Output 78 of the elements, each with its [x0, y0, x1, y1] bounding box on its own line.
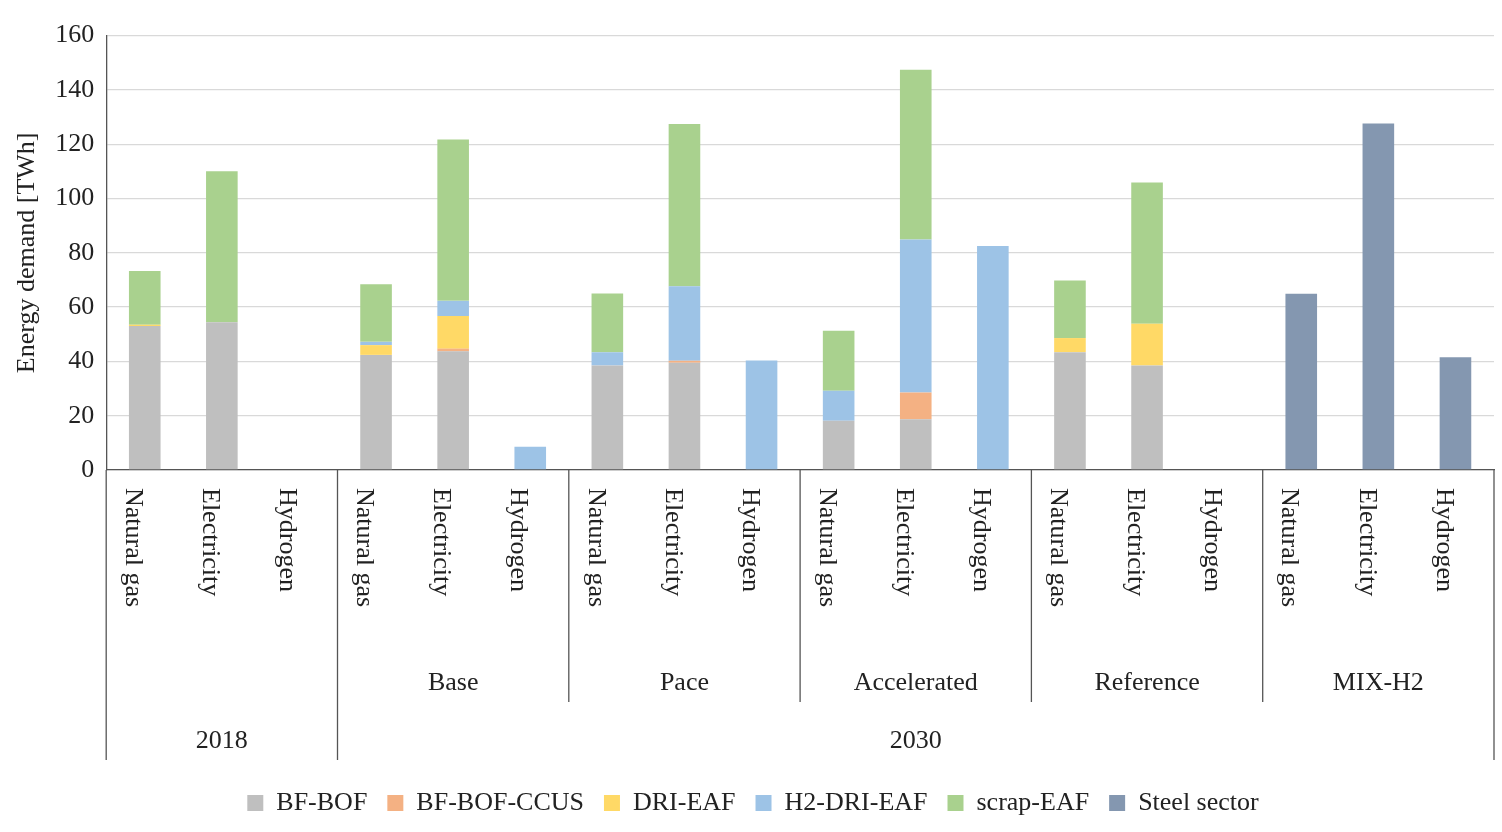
- text: Reference: [1094, 666, 1200, 696]
- bar: [1131, 323, 1163, 366]
- bar: [1439, 357, 1472, 470]
- bar: [591, 365, 624, 470]
- x-tick-label: Electricity: [1122, 488, 1152, 597]
- bar: [668, 362, 701, 470]
- bar: [128, 270, 161, 325]
- x-tick-label: Natural gas: [813, 488, 843, 608]
- legend-label: BF-BOF-CCUS: [416, 786, 584, 816]
- x-tick-label: Electricity: [890, 488, 920, 597]
- text: 2018: [195, 724, 248, 754]
- x-tick-label: Hydrogen: [736, 488, 766, 592]
- x-tick-label: Natural gas: [1276, 488, 1306, 608]
- y-tick-label: 0: [81, 453, 95, 483]
- bar: [591, 293, 624, 353]
- x-tick-label: Natural gas: [351, 488, 381, 608]
- text: Base: [427, 666, 479, 696]
- bar: [128, 326, 161, 470]
- bar: [899, 239, 932, 393]
- bar: [1131, 182, 1163, 324]
- bar: [745, 360, 778, 470]
- bar: [1285, 293, 1318, 470]
- x-tick-label: Hydrogen: [1199, 488, 1229, 592]
- bar: [206, 171, 238, 323]
- y-tick-label: 100: [55, 182, 95, 212]
- y-tick-label: 40: [68, 345, 95, 375]
- bar: [822, 420, 855, 470]
- bar: [822, 390, 855, 421]
- x-tick-label: Electricity: [197, 488, 227, 597]
- bar: [668, 124, 701, 287]
- bar: [1054, 352, 1086, 470]
- text: Accelerated: [853, 666, 978, 696]
- text: Pace: [659, 666, 709, 696]
- x-tick-label: Hydrogen: [1430, 488, 1460, 592]
- y-tick-label: 60: [68, 290, 95, 320]
- bar: [437, 316, 469, 349]
- bar: [360, 341, 392, 346]
- y-axis-title: Energy demand [TWh]: [11, 132, 41, 374]
- x-tick-label: Natural gas: [582, 488, 612, 608]
- bar: [591, 352, 624, 366]
- x-tick-label: Hydrogen: [274, 488, 304, 592]
- bar: [822, 330, 855, 391]
- text: 2030: [889, 724, 942, 754]
- x-tick-label: Hydrogen: [968, 488, 998, 592]
- bar: [437, 351, 469, 470]
- x-tick-label: Hydrogen: [505, 488, 535, 592]
- x-tick-label: Electricity: [428, 488, 458, 597]
- bar: [437, 300, 469, 317]
- legend-label: H2-DRI-EAF: [784, 786, 928, 816]
- bar: [899, 69, 932, 240]
- bar: [668, 286, 701, 361]
- bar: [899, 392, 932, 420]
- bar: [360, 345, 392, 355]
- x-tick-label: Electricity: [1353, 488, 1383, 597]
- legend-label: Steel sector: [1138, 786, 1260, 816]
- bar: [514, 446, 547, 470]
- bar: [437, 139, 469, 301]
- bar: [977, 246, 1009, 470]
- y-tick-label: 160: [55, 19, 95, 49]
- legend-label: scrap-EAF: [976, 786, 1090, 816]
- bar: [206, 322, 238, 470]
- legend-label: DRI-EAF: [632, 786, 736, 816]
- bar: [1054, 280, 1086, 339]
- x-tick-label: Electricity: [659, 488, 689, 597]
- y-tick-label: 20: [68, 399, 95, 429]
- x-tick-label: Natural gas: [1045, 488, 1075, 608]
- bar: [1362, 123, 1395, 470]
- y-tick-label: 80: [68, 236, 95, 266]
- bar: [899, 419, 932, 470]
- y-tick-label: 140: [55, 73, 95, 103]
- text: MIX-H2: [1332, 666, 1424, 696]
- bar: [1131, 365, 1163, 470]
- x-tick-label: Natural gas: [119, 488, 149, 608]
- legend-label: BF-BOF: [276, 786, 368, 816]
- bar: [360, 284, 392, 342]
- bar: [360, 354, 392, 470]
- bar: [1054, 338, 1086, 353]
- y-tick-label: 120: [55, 128, 95, 158]
